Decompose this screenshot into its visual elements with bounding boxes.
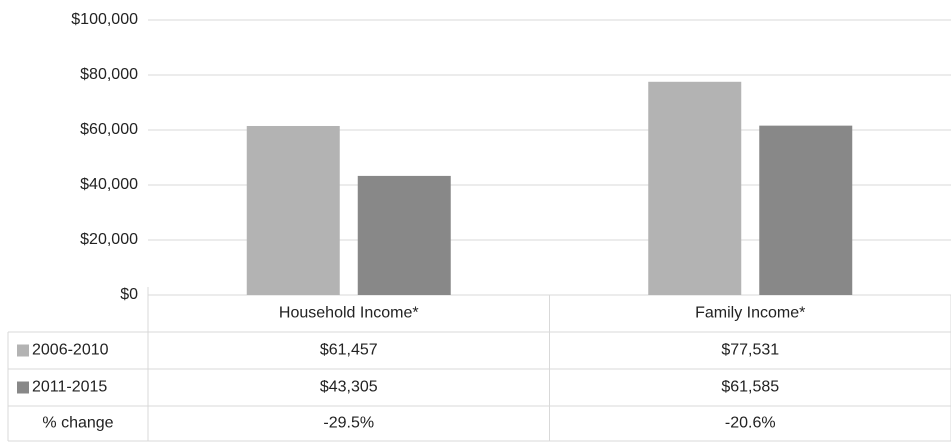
bar bbox=[246, 125, 340, 295]
y-tick-label: $80,000 bbox=[80, 66, 138, 83]
table-value: -20.6% bbox=[725, 415, 776, 432]
y-tick-label: $20,000 bbox=[80, 231, 138, 248]
legend-swatch bbox=[17, 381, 29, 394]
legend-swatch bbox=[17, 344, 29, 357]
y-tick-label: $0 bbox=[120, 286, 138, 303]
table-value: $43,305 bbox=[320, 379, 378, 396]
x-tick-label: Household Income* bbox=[279, 305, 419, 322]
table-value: $77,531 bbox=[721, 342, 779, 359]
bar bbox=[759, 125, 853, 295]
legend-label: 2006-2010 bbox=[32, 342, 109, 359]
table-value: $61,457 bbox=[320, 342, 378, 359]
row-label: % change bbox=[42, 415, 113, 432]
x-tick-label: Family Income* bbox=[695, 305, 805, 322]
bar bbox=[648, 81, 742, 295]
y-tick-label: $60,000 bbox=[80, 121, 138, 138]
y-tick-label: $40,000 bbox=[80, 176, 138, 193]
legend-label: 2011-2015 bbox=[32, 379, 107, 396]
table-value: -29.5% bbox=[323, 415, 374, 432]
y-tick-label: $100,000 bbox=[71, 11, 138, 28]
table-value: $61,585 bbox=[721, 379, 779, 396]
bar bbox=[357, 175, 451, 295]
